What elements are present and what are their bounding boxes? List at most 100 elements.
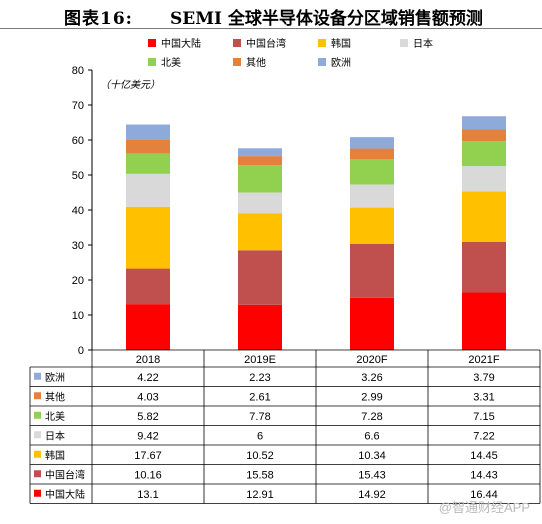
unit-label: （十亿美元） [100, 79, 160, 91]
table-cell-1-3: 3.31 [473, 391, 494, 403]
table-swatch-1 [34, 392, 41, 400]
legend-label-2: 韩国 [331, 37, 351, 50]
legend-swatch-2 [318, 39, 326, 47]
y-tick-label-7: 70 [72, 100, 84, 112]
x-category-label-0: 2018 [136, 354, 160, 366]
legend-swatch-1 [233, 39, 241, 47]
table-cell-1-0: 4.03 [137, 391, 158, 403]
table-swatch-4 [34, 450, 41, 458]
chart-title: SEMI 全球半导体设备分区域销售额预测 [170, 9, 483, 29]
table-cell-2-2: 7.28 [361, 411, 382, 423]
bar-segment-0-5 [126, 139, 170, 154]
table-cell-4-3: 14.45 [470, 450, 498, 462]
bar-segment-1-2 [238, 213, 282, 251]
table-row-label-1: 其他 [45, 390, 65, 403]
table-cell-3-2: 6.6 [364, 430, 379, 442]
bar-segment-2-6 [350, 137, 394, 149]
bar-segment-3-2 [462, 191, 506, 242]
table-cell-1-2: 2.99 [361, 391, 382, 403]
table-row-label-4: 韩国 [45, 449, 65, 462]
bar-segment-3-5 [462, 129, 506, 142]
bar-segment-2-5 [350, 148, 394, 160]
legend-swatch-0 [148, 39, 156, 47]
legend-label-5: 其他 [246, 56, 266, 69]
table-row-label-3: 日本 [45, 429, 65, 442]
table-cell-0-3: 3.79 [473, 372, 494, 384]
table-cell-4-0: 17.67 [134, 450, 162, 462]
table-row-label-6: 中国大陆 [45, 488, 85, 501]
table-cell-5-1: 15.58 [246, 469, 274, 481]
legend-swatch-3 [400, 39, 408, 47]
table-cell-0-1: 2.23 [249, 372, 270, 384]
y-tick-label-2: 20 [72, 275, 84, 287]
table-cell-2-1: 7.78 [249, 411, 270, 423]
bar-segment-0-3 [126, 173, 170, 207]
table-swatch-0 [34, 372, 41, 380]
y-tick-label-3: 30 [72, 240, 84, 252]
table-cell-6-1: 12.91 [246, 489, 274, 501]
table-cell-3-3: 7.22 [473, 430, 494, 442]
legend-label-1: 中国台湾 [246, 37, 286, 50]
table-cell-0-2: 3.26 [361, 372, 382, 384]
x-category-label-3: 2021F [468, 354, 499, 366]
legend-swatch-4 [148, 58, 156, 66]
y-tick-label-4: 40 [72, 205, 84, 217]
table-cell-2-0: 5.82 [137, 411, 158, 423]
table-row-label-2: 北美 [45, 410, 65, 423]
table-cell-2-3: 7.15 [473, 411, 494, 423]
bar-segment-2-2 [350, 207, 394, 244]
bar-segment-1-4 [238, 165, 282, 193]
figure-label: 图表16: [64, 9, 133, 29]
table-cell-1-1: 2.61 [249, 391, 270, 403]
x-category-label-2: 2020F [356, 354, 387, 366]
title-divider [0, 28, 542, 29]
table-cell-5-0: 10.16 [134, 469, 162, 481]
table-cell-0-0: 4.22 [137, 372, 158, 384]
bar-segment-2-1 [350, 243, 394, 298]
x-category-label-1: 2019E [244, 354, 276, 366]
legend-label-6: 欧洲 [331, 57, 351, 69]
table-cell-3-0: 9.42 [137, 430, 158, 442]
bar-segment-0-2 [126, 206, 170, 269]
y-tick-label-6: 60 [72, 135, 84, 147]
table-cell-4-1: 10.52 [246, 450, 274, 462]
y-tick-label-5: 50 [72, 170, 84, 182]
table-row-label-5: 中国台湾 [45, 468, 85, 481]
y-tick-label-0: 0 [78, 345, 84, 357]
legend-label-3: 日本 [413, 37, 433, 50]
table-cell-5-2: 15.43 [358, 469, 386, 481]
bar-segment-1-1 [238, 250, 282, 305]
table-cell-5-3: 14.43 [470, 469, 498, 481]
bar-segment-0-6 [126, 124, 170, 140]
bar-segment-1-6 [238, 148, 282, 157]
bar-segment-0-4 [126, 153, 170, 174]
bar-segment-0-1 [126, 268, 170, 305]
legend-swatch-5 [233, 58, 241, 66]
table-cell-6-2: 14.92 [358, 489, 386, 501]
legend-label-4: 北美 [161, 56, 181, 69]
table-swatch-6 [34, 489, 41, 497]
y-tick-label-1: 10 [72, 310, 84, 322]
legend-label-0: 中国大陆 [161, 37, 201, 50]
table-cell-4-2: 10.34 [358, 450, 386, 462]
table-cell-3-1: 6 [257, 430, 263, 442]
bar-segment-3-1 [462, 241, 506, 293]
bar-segment-3-4 [462, 141, 506, 167]
bar-segment-0-0 [126, 304, 170, 350]
bar-segment-3-6 [462, 116, 506, 130]
legend-swatch-6 [318, 58, 326, 66]
bar-segment-2-0 [350, 297, 394, 350]
table-cell-6-3: 16.44 [470, 489, 498, 501]
bar-segment-1-5 [238, 156, 282, 166]
bar-segment-2-4 [350, 159, 394, 185]
table-swatch-3 [34, 431, 41, 439]
bar-segment-1-3 [238, 192, 282, 214]
bar-segment-3-3 [462, 166, 506, 192]
table-cell-6-0: 13.1 [137, 489, 158, 501]
bar-segment-1-0 [238, 304, 282, 350]
watermark: @智通财经APP [438, 500, 530, 515]
y-tick-label-8: 80 [72, 65, 84, 77]
title-bar: 图表16: SEMI 全球半导体设备分区域销售额预测 [0, 0, 542, 30]
table-row-label-0: 欧洲 [45, 372, 65, 384]
